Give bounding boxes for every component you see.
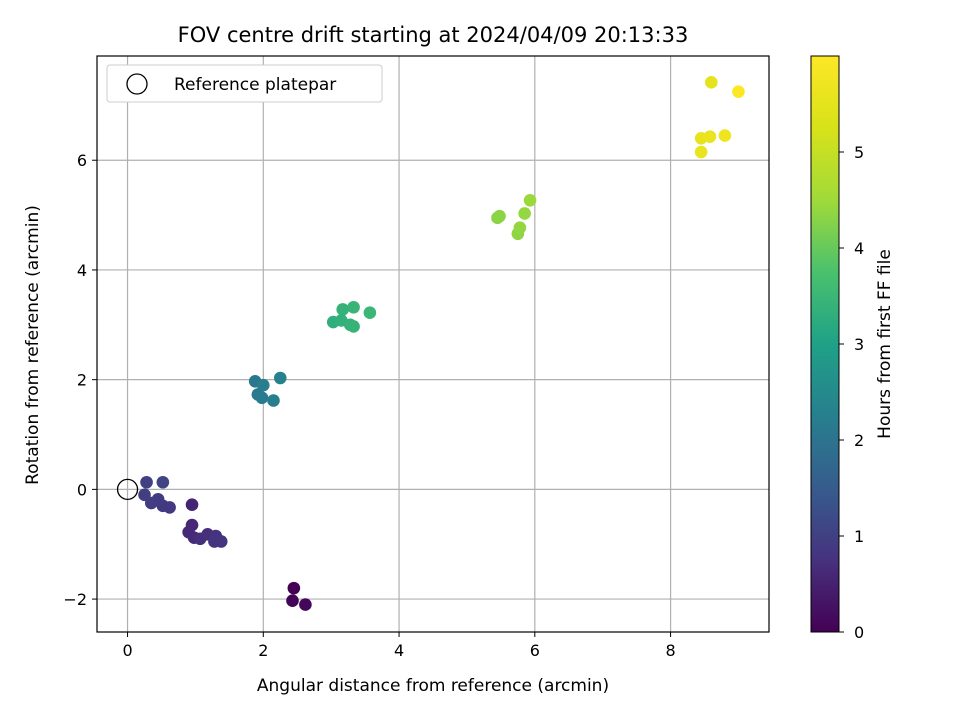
y-axis-ticks: −2 0 2 4 6 [63, 151, 97, 609]
scatter-points [138, 76, 745, 611]
x-tick-label: 6 [530, 641, 540, 660]
y-axis-label: Rotation from reference (arcmin) [23, 205, 43, 485]
data-point [156, 475, 170, 489]
data-point [732, 85, 745, 98]
plot-frame [96, 55, 770, 633]
data-point [705, 76, 718, 89]
colorbar-tick-label: 5 [854, 143, 864, 162]
data-point [257, 378, 270, 392]
data-point [214, 535, 228, 548]
data-point [267, 394, 280, 407]
colorbar-ticks: 0 1 2 3 4 5 [839, 143, 864, 642]
data-point [255, 391, 269, 405]
x-tick-label: 0 [122, 641, 132, 660]
colorbar: 0 1 2 3 4 5 Hours from first FF file [810, 55, 895, 642]
y-tick-label: 2 [77, 371, 87, 390]
grid-lines [97, 56, 769, 632]
data-point [523, 193, 537, 207]
data-point [299, 598, 312, 611]
data-point [347, 300, 360, 314]
colorbar-tick-label: 2 [854, 431, 864, 450]
data-point [718, 129, 732, 142]
data-point [286, 594, 299, 608]
data-point [140, 475, 153, 489]
plot-area: 0 2 4 6 8 −2 0 2 4 6 [63, 55, 770, 660]
y-tick-label: 0 [77, 480, 87, 499]
x-axis-ticks: 0 2 4 6 8 [122, 632, 676, 660]
reference-marker-group [116, 478, 139, 501]
reference-marker [116, 478, 139, 501]
data-point [694, 145, 708, 159]
data-point [493, 209, 506, 223]
legend: Reference platepar [106, 64, 383, 103]
data-point [287, 581, 301, 595]
x-tick-label: 4 [394, 641, 404, 660]
data-point [347, 320, 360, 333]
data-point [518, 207, 531, 220]
legend-label: Reference platepar [174, 75, 336, 95]
chart-title: FOV centre drift starting at 2024/04/09 … [178, 23, 689, 47]
data-point [703, 130, 717, 143]
legend-box [106, 64, 383, 103]
colorbar-tick-label: 0 [854, 623, 864, 642]
legend-marker [126, 73, 148, 95]
y-tick-label: −2 [63, 590, 87, 609]
data-point [273, 371, 287, 385]
y-tick-label: 6 [77, 151, 87, 170]
colorbar-gradient [810, 55, 840, 633]
colorbar-label: Hours from first FF file [875, 249, 895, 439]
data-point [185, 498, 199, 512]
colorbar-tick-label: 4 [854, 239, 864, 258]
data-point [363, 306, 377, 320]
data-point [513, 221, 527, 235]
colorbar-tick-label: 1 [854, 527, 864, 546]
y-tick-label: 4 [77, 261, 87, 280]
x-tick-label: 2 [258, 641, 268, 660]
colorbar-tick-label: 3 [854, 335, 864, 354]
x-tick-label: 8 [665, 641, 675, 660]
data-point [336, 303, 350, 316]
data-point [138, 488, 151, 502]
x-axis-label: Angular distance from reference (arcmin) [257, 676, 609, 696]
